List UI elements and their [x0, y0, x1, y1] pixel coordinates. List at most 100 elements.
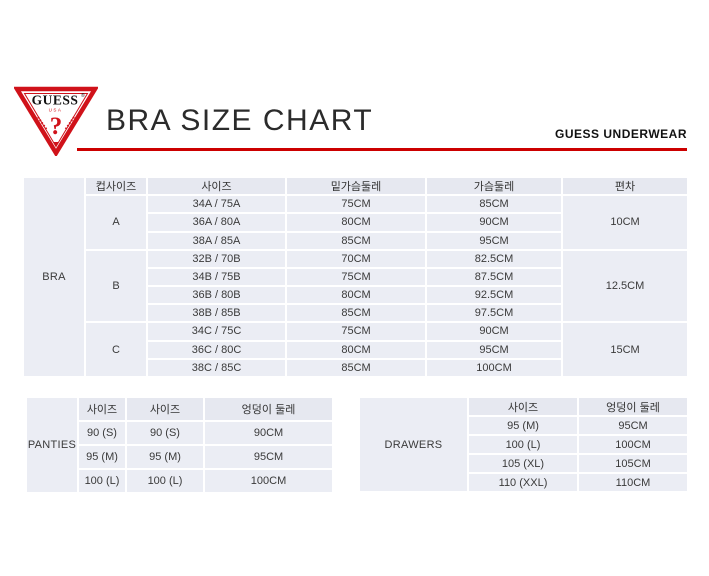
hip-cell: 95CM: [577, 415, 689, 436]
col-header-hip: 엉덩이 둘레: [577, 396, 689, 417]
guess-triangle-logo-icon: GUESS ® USA ?: [12, 86, 100, 158]
cup-a-cell: A: [84, 194, 148, 251]
bra-size-table: BRA 컵사이즈 사이즈 밑가슴둘레 가슴둘레 편차 A 34A / 75A 7…: [22, 175, 689, 379]
size-cell: 100 (L): [125, 468, 205, 494]
bust-cell: 82.5CM: [425, 248, 563, 269]
table-row: 38C / 85C 85CM 100CM: [23, 357, 688, 379]
red-divider-line: [77, 148, 687, 151]
underbust-cell: 85CM: [285, 303, 427, 324]
logo-question-mark: ?: [50, 113, 63, 140]
bust-cell: 95CM: [425, 230, 563, 251]
table-row: 38B / 85B 85CM 97.5CM: [23, 303, 688, 324]
logo-registered-mark: ®: [81, 92, 85, 99]
logo-bottom-triangle: [53, 142, 59, 147]
bust-cell: 97.5CM: [425, 303, 563, 324]
size-cell: 32B / 70B: [146, 248, 287, 269]
size-cell: 100 (L): [77, 468, 127, 494]
underbust-cell: 75CM: [285, 266, 427, 288]
hip-cell: 100CM: [203, 468, 334, 494]
size-cell: 95 (M): [125, 444, 205, 470]
col-header-cup-size: 컵사이즈: [84, 175, 148, 197]
underbust-cell: 80CM: [285, 339, 427, 360]
table-row: 90 (S) 90 (S) 90CM: [26, 420, 334, 446]
size-cell: 34B / 75B: [146, 266, 287, 288]
cup-b-cell: B: [84, 248, 148, 324]
col-header-size: 사이즈: [77, 396, 127, 422]
col-header-size: 사이즈: [467, 396, 579, 417]
underbust-cell: 80CM: [285, 212, 427, 233]
logo-right-edge-text-decoration: [64, 116, 75, 131]
hip-cell: 95CM: [203, 444, 334, 470]
table-row: 95 (M) 95CM: [359, 415, 689, 436]
table-row: B 32B / 70B 70CM 82.5CM 12.5CM: [23, 248, 689, 324]
underbust-cell: 75CM: [285, 321, 427, 342]
table-row: 105 (XL) 105CM: [359, 453, 689, 474]
bust-cell: 87.5CM: [425, 266, 563, 288]
cup-c-cell: C: [84, 321, 148, 378]
underbust-cell: 85CM: [285, 230, 427, 251]
table-row: A 34A / 75A 75CM 85CM 10CM: [23, 194, 689, 251]
table-row: 100 (L) 100 (L) 100CM: [26, 468, 334, 494]
col-header-hip: 엉덩이 둘레: [203, 396, 334, 422]
bust-cell: 92.5CM: [425, 285, 563, 306]
bust-cell: 90CM: [425, 321, 563, 342]
underbust-cell: 75CM: [285, 194, 427, 215]
size-cell: 38A / 85A: [146, 230, 287, 251]
bust-cell: 90CM: [425, 212, 563, 233]
underbust-cell: 70CM: [285, 248, 427, 269]
deviation-a-cell: 10CM: [561, 194, 689, 251]
drawers-section-label: DRAWERS: [358, 396, 469, 493]
table-row: 38A / 85A 85CM 95CM: [23, 230, 688, 251]
table-row: 36A / 80A 80CM 90CM: [23, 212, 688, 233]
size-cell: 36C / 80C: [146, 339, 287, 360]
size-cell: 90 (S): [125, 420, 205, 446]
table-header-row: PANTIES 사이즈 사이즈 엉덩이 둘레: [25, 396, 334, 494]
size-cell: 36B / 80B: [146, 285, 287, 306]
col-header-size: 사이즈: [125, 396, 205, 422]
table-row: 110 (XXL) 110CM: [359, 472, 689, 493]
deviation-c-cell: 15CM: [561, 321, 689, 378]
logo-left-edge-text-decoration: [37, 116, 48, 131]
bust-cell: 95CM: [425, 339, 563, 360]
deviation-b-cell: 12.5CM: [561, 248, 689, 324]
hip-cell: 90CM: [203, 420, 334, 446]
size-cell: 34A / 75A: [146, 194, 287, 215]
table-row: 95 (M) 95 (M) 95CM: [26, 444, 334, 470]
hip-cell: 105CM: [577, 453, 689, 474]
hip-cell: 100CM: [577, 434, 689, 455]
bust-cell: 85CM: [425, 194, 563, 215]
logo-country-text: USA: [49, 108, 63, 113]
table-row: 34B / 75B 75CM 87.5CM: [23, 266, 688, 288]
size-cell: 36A / 80A: [146, 212, 287, 233]
table-row: 36B / 80B 80CM 92.5CM: [23, 285, 688, 306]
panties-section-label: PANTIES: [25, 396, 79, 494]
col-header-underbust: 밑가슴둘레: [285, 175, 427, 197]
bust-cell: 100CM: [425, 357, 563, 379]
underbust-cell: 85CM: [285, 357, 427, 379]
logo-brand-text: GUESS: [32, 93, 79, 108]
table-row: C 34C / 75C 75CM 90CM 15CM: [23, 321, 689, 378]
size-cell: 110 (XXL): [467, 472, 579, 493]
drawers-size-table: DRAWERS 사이즈 엉덩이 둘레 95 (M) 95CM 100 (L) 1…: [358, 396, 689, 493]
table-row: 36C / 80C 80CM 95CM: [23, 339, 688, 360]
panties-size-table: PANTIES 사이즈 사이즈 엉덩이 둘레 90 (S) 90 (S) 90C…: [25, 396, 334, 494]
page-title: BRA SIZE CHART: [106, 104, 374, 137]
size-cell: 90 (S): [77, 420, 127, 446]
col-header-bust: 가슴둘레: [425, 175, 563, 197]
table-header-row: BRA 컵사이즈 사이즈 밑가슴둘레 가슴둘레 편차: [22, 175, 689, 378]
bra-section-label: BRA: [22, 176, 86, 378]
size-cell: 34C / 75C: [146, 321, 287, 342]
hip-cell: 110CM: [577, 472, 689, 493]
underbust-cell: 80CM: [285, 285, 427, 306]
col-header-size: 사이즈: [146, 175, 287, 197]
col-header-deviation: 편차: [561, 175, 689, 197]
brand-underwear-label: GUESS UNDERWEAR: [555, 127, 687, 141]
size-cell: 38B / 85B: [146, 303, 287, 324]
size-cell: 38C / 85C: [146, 357, 287, 379]
size-cell: 105 (XL): [467, 453, 579, 474]
size-cell: 95 (M): [467, 415, 579, 436]
table-header-row: DRAWERS 사이즈 엉덩이 둘레: [358, 396, 689, 493]
size-cell: 100 (L): [467, 434, 579, 455]
table-row: 100 (L) 100CM: [359, 434, 689, 455]
size-cell: 95 (M): [77, 444, 127, 470]
